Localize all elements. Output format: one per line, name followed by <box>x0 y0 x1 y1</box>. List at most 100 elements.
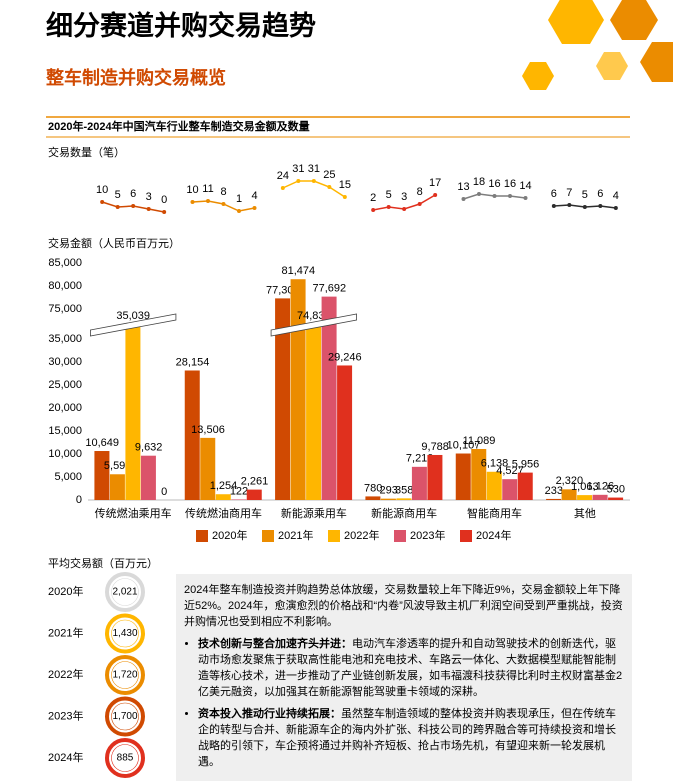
count-label: 3 <box>146 191 152 203</box>
y-tick-label: 25,000 <box>48 379 82 391</box>
y-tick-label: 15,000 <box>48 425 82 437</box>
count-label: 14 <box>519 180 531 192</box>
bar <box>486 471 502 500</box>
bar <box>246 489 262 500</box>
count-label: 31 <box>292 163 304 175</box>
value-label: 10,107 <box>447 439 481 451</box>
count-label: 5 <box>582 189 588 201</box>
avg-label: 885 <box>117 753 134 764</box>
bar <box>365 496 381 500</box>
count-point <box>433 193 438 197</box>
value-label: 2,320 <box>556 475 584 487</box>
value-label: 35,039 <box>116 310 150 322</box>
value-label: 358 <box>395 484 413 496</box>
value-label: 4,527 <box>496 465 524 477</box>
count-label: 6 <box>130 188 136 200</box>
bar <box>427 454 443 500</box>
bar <box>471 448 487 500</box>
x-tick-label: 传统燃油商用车 <box>185 506 262 520</box>
count-point <box>221 202 226 206</box>
bar <box>561 489 577 500</box>
bar <box>231 499 247 500</box>
count-label: 10 <box>96 184 108 196</box>
value-label: 5,956 <box>512 459 540 471</box>
legend-label: 2022年 <box>344 528 379 542</box>
value-label: 13,506 <box>191 424 225 436</box>
count-point <box>613 206 618 210</box>
legend-label: 2020年 <box>212 528 247 542</box>
y-tick-label: 0 <box>76 494 82 506</box>
count-label: 18 <box>473 176 485 188</box>
bar <box>306 324 322 500</box>
count-label: 4 <box>251 190 257 202</box>
bullet-heading: 技术创新与整合加速齐头并进： <box>198 638 352 650</box>
bar <box>380 498 396 500</box>
value-label: 7,210 <box>406 453 434 465</box>
hexagon <box>596 52 628 80</box>
value-label: 780 <box>364 482 382 494</box>
year-label: 2022年 <box>48 667 83 681</box>
x-tick-label: 新能源商用车 <box>371 506 437 520</box>
value-label: 1,126 <box>587 481 615 493</box>
value-label: 9,632 <box>135 442 163 454</box>
count-label: 16 <box>504 178 516 190</box>
count-label: 24 <box>277 170 289 182</box>
bar <box>337 365 353 500</box>
count-point <box>523 196 528 200</box>
bullet-heading: 资本投入推动行业持续拓展： <box>198 708 341 720</box>
legend-swatch <box>394 530 406 542</box>
count-point <box>206 199 210 203</box>
legend-swatch <box>328 530 340 542</box>
count-label: 16 <box>488 178 500 190</box>
avg-ring <box>105 572 145 612</box>
count-point <box>477 192 481 196</box>
y-tick-label: 30,000 <box>48 356 82 368</box>
count-point <box>296 179 301 183</box>
count-point <box>327 185 332 189</box>
bar <box>184 370 200 500</box>
legend-label: 2021年 <box>278 528 313 542</box>
count-point <box>280 186 285 190</box>
legend-swatch <box>262 530 274 542</box>
count-label: 5 <box>386 189 392 201</box>
value-label: 1,254 <box>210 480 238 492</box>
bar <box>411 466 427 500</box>
year-label: 2023年 <box>48 708 83 722</box>
bar <box>200 437 216 500</box>
count-label: 2 <box>370 192 376 204</box>
year-label: 2024年 <box>48 750 83 764</box>
avg-label: 2,021 <box>112 587 137 598</box>
avg-ring <box>105 738 145 778</box>
count-label: 15 <box>339 179 351 191</box>
hexagon <box>610 0 658 40</box>
count-point <box>100 200 105 204</box>
bar <box>109 474 125 500</box>
value-label: 2,261 <box>241 476 269 488</box>
count-point <box>115 205 120 209</box>
count-point <box>567 203 572 207</box>
bar <box>140 455 156 500</box>
value-label: 6,138 <box>481 458 509 470</box>
bar <box>396 498 412 500</box>
count-point <box>508 194 512 198</box>
page-subtitle: 整车制造并购交易概览 <box>46 68 226 88</box>
value-label: 81,474 <box>282 265 316 277</box>
value-label: 530 <box>607 483 625 495</box>
count-point <box>417 202 422 206</box>
avg-inner <box>111 744 139 772</box>
bar <box>517 472 533 500</box>
count-label: 11 <box>202 183 213 195</box>
y-tick-label: 10,000 <box>48 448 82 460</box>
count-label: 4 <box>613 190 619 202</box>
axis-break <box>90 313 177 337</box>
count-label: 5 <box>115 189 121 201</box>
section-title: 2020年-2024年中国汽车行业整车制造交易金额及数量 <box>48 119 310 133</box>
summary-box: 2024年整车制造投资并购趋势总体放缓，交易数量较上年下降近9%，交易金额较上年… <box>176 574 632 781</box>
count-label: 8 <box>220 186 226 198</box>
amount-title: 交易金额（人民币百万元） <box>48 236 180 250</box>
hexagon <box>522 62 554 90</box>
count-label: 1 <box>236 193 242 205</box>
avg-inner <box>111 702 139 731</box>
count-label: 10 <box>186 184 198 196</box>
